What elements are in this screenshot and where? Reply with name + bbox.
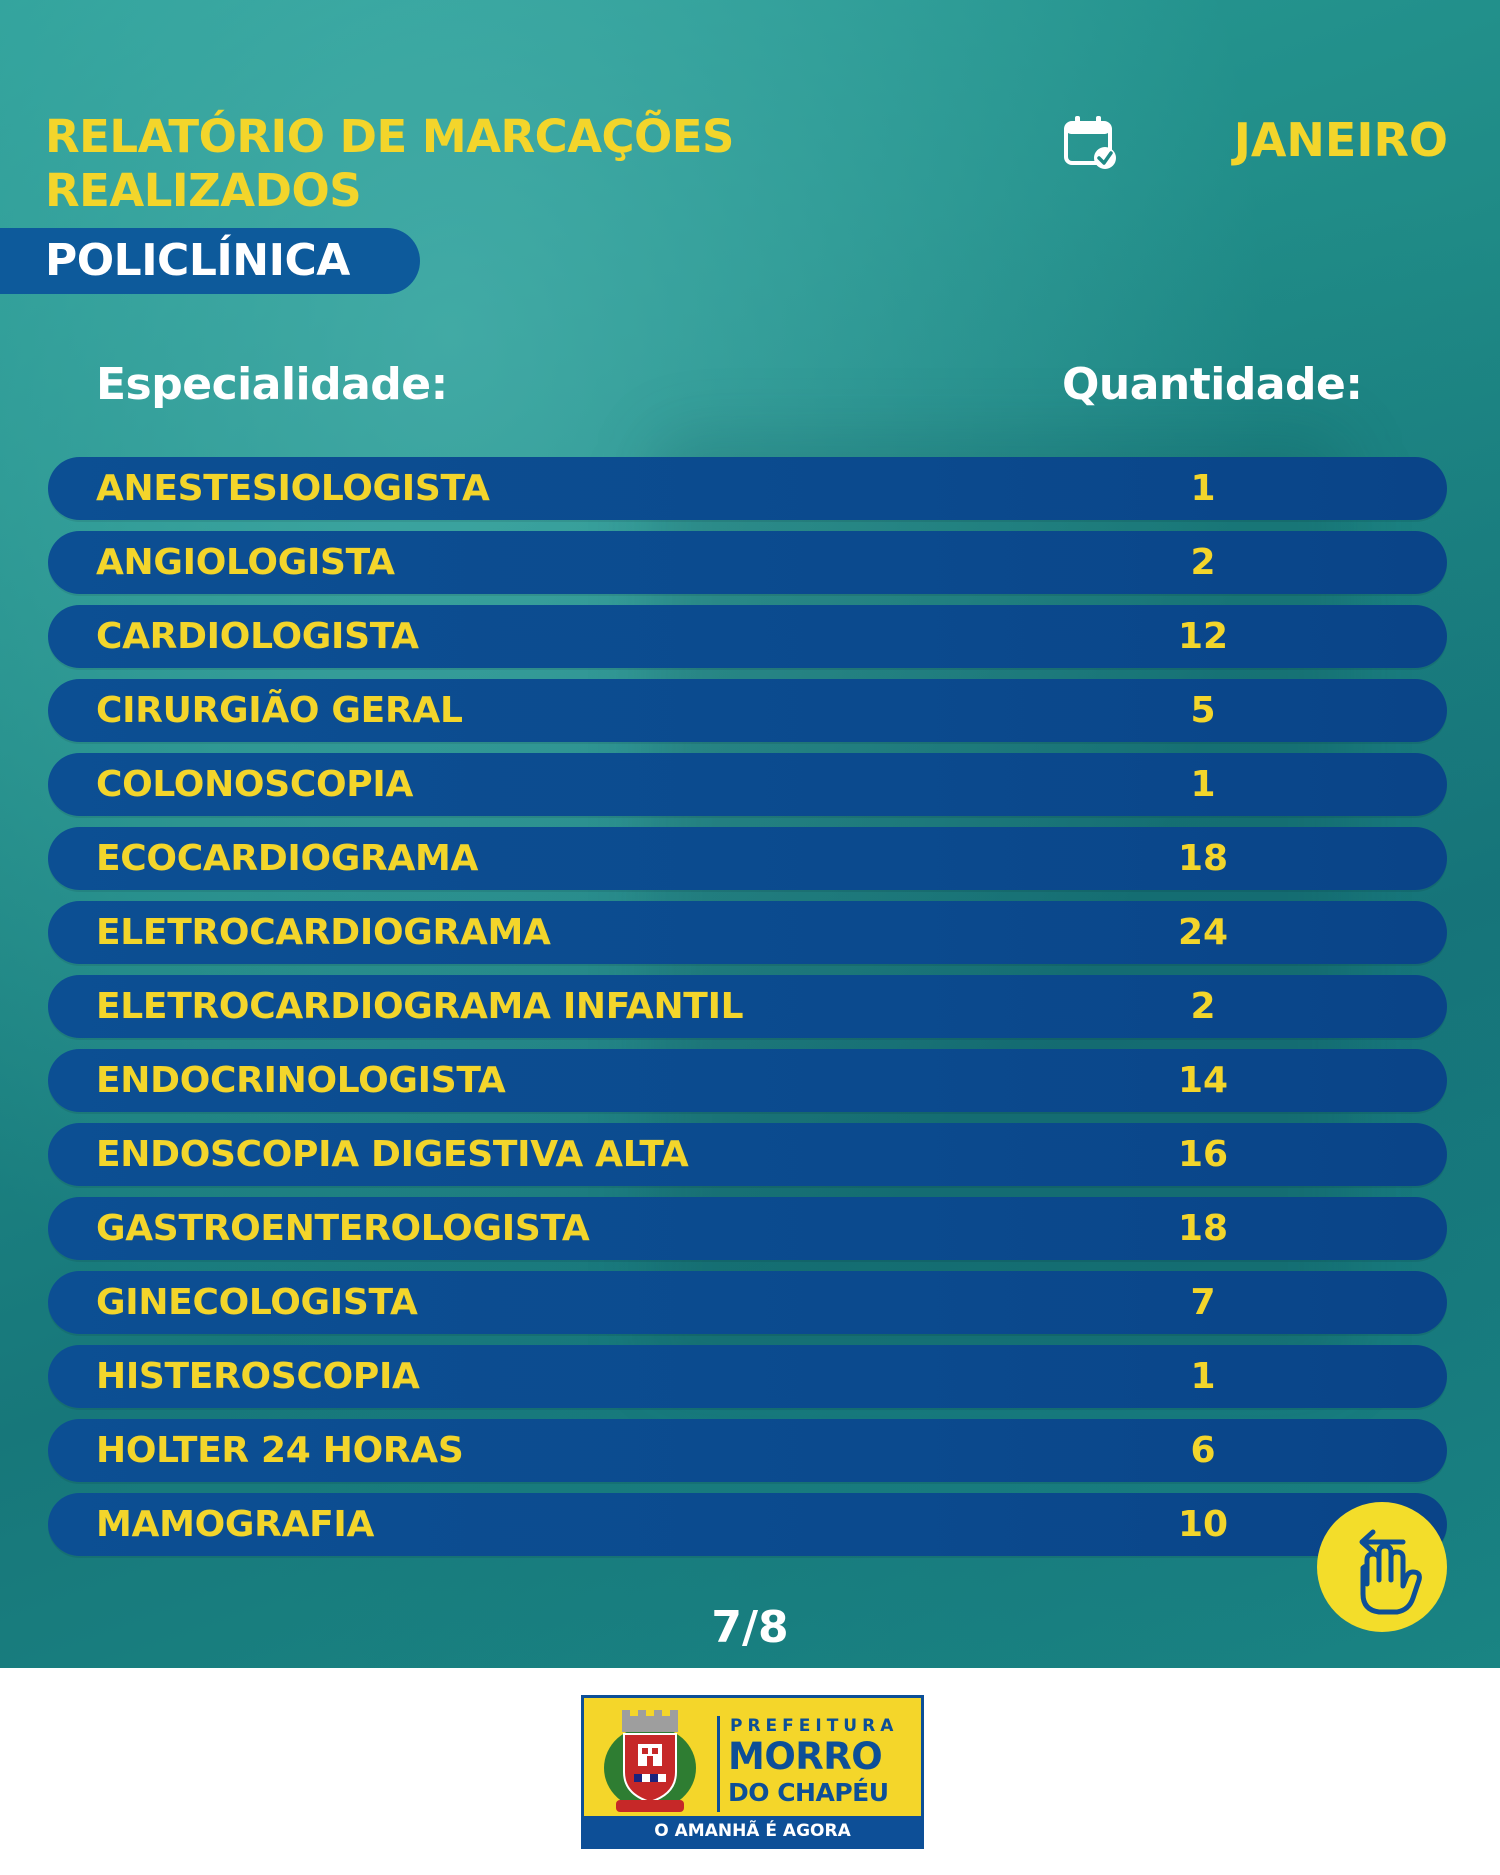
row-specialty: CARDIOLOGISTA (96, 616, 419, 657)
row-specialty: GASTROENTEROLOGISTA (96, 1208, 590, 1249)
row-quantity: 12 (1177, 616, 1229, 657)
row-specialty: GINECOLOGISTA (96, 1282, 418, 1323)
row-quantity: 16 (1177, 1134, 1229, 1175)
row-quantity: 10 (1177, 1504, 1229, 1545)
page-indicator: 7/8 (711, 1602, 789, 1653)
column-header-specialty: Especialidade: (96, 359, 448, 410)
row-specialty: ENDOCRINOLOGISTA (96, 1060, 506, 1101)
row-quantity: 18 (1177, 1208, 1229, 1249)
logo-do-chapeu: DO CHAPÉU (728, 1778, 889, 1807)
table-row: CARDIOLOGISTA 12 (48, 605, 1447, 668)
prefeitura-logo: PREFEITURA MORRO DO CHAPÉU O AMANHÃ É AG… (581, 1695, 924, 1849)
table-row: ELETROCARDIOGRAMA 24 (48, 901, 1447, 964)
title-line-1: RELATÓRIO DE MARCAÇÕES (45, 110, 734, 163)
specialty-list: ANESTESIOLOGISTA 1 ANGIOLOGISTA 2 CARDIO… (48, 457, 1447, 1567)
row-quantity: 1 (1190, 468, 1216, 509)
logo-divider (717, 1716, 720, 1812)
table-row: ANESTESIOLOGISTA 1 (48, 457, 1447, 520)
table-row: ENDOSCOPIA DIGESTIVA ALTA 16 (48, 1123, 1447, 1186)
row-quantity: 5 (1190, 690, 1216, 731)
row-quantity: 1 (1190, 1356, 1216, 1397)
table-row: HOLTER 24 HORAS 6 (48, 1419, 1447, 1482)
swipe-button[interactable] (1317, 1502, 1447, 1632)
row-quantity: 1 (1190, 764, 1216, 805)
row-quantity: 6 (1190, 1430, 1216, 1471)
row-specialty: ELETROCARDIOGRAMA (96, 912, 551, 953)
poster: RELATÓRIO DE MARCAÇÕES REALIZADOS POLICL… (0, 0, 1500, 1668)
column-header-quantity: Quantidade: (1062, 359, 1363, 410)
row-specialty: MAMOGRAFIA (96, 1504, 375, 1545)
row-specialty: ENDOSCOPIA DIGESTIVA ALTA (96, 1134, 689, 1175)
row-specialty: ELETROCARDIOGRAMA INFANTIL (96, 986, 744, 1027)
row-specialty: ECOCARDIOGRAMA (96, 838, 479, 879)
row-specialty: HOLTER 24 HORAS (96, 1430, 464, 1471)
row-specialty: ANESTESIOLOGISTA (96, 468, 490, 509)
calendar-check-icon (1064, 116, 1116, 169)
table-row: ELETROCARDIOGRAMA INFANTIL 2 (48, 975, 1447, 1038)
row-specialty: ANGIOLOGISTA (96, 542, 395, 583)
title-line-2: REALIZADOS (45, 164, 362, 217)
row-quantity: 2 (1190, 986, 1216, 1027)
row-quantity: 14 (1177, 1060, 1229, 1101)
table-row: GASTROENTEROLOGISTA 18 (48, 1197, 1447, 1260)
table-row: ECOCARDIOGRAMA 18 (48, 827, 1447, 890)
row-quantity: 2 (1190, 542, 1216, 583)
month-label: JANEIRO (1233, 113, 1448, 167)
table-row: GINECOLOGISTA 7 (48, 1271, 1447, 1334)
table-row: CIRURGIÃO GERAL 5 (48, 679, 1447, 742)
table-row: ANGIOLOGISTA 2 (48, 531, 1447, 594)
row-specialty: CIRURGIÃO GERAL (96, 690, 463, 731)
logo-prefeitura: PREFEITURA (730, 1716, 899, 1736)
logo-morro: MORRO (728, 1735, 883, 1778)
row-quantity: 7 (1190, 1282, 1216, 1323)
table-row: ENDOCRINOLOGISTA 14 (48, 1049, 1447, 1112)
row-quantity: 18 (1177, 838, 1229, 879)
municipal-crest-icon (604, 1710, 696, 1812)
table-row: MAMOGRAFIA 10 (48, 1493, 1447, 1556)
row-specialty: COLONOSCOPIA (96, 764, 414, 805)
logo-slogan: O AMANHÃ É AGORA (584, 1816, 921, 1846)
page-title: RELATÓRIO DE MARCAÇÕES REALIZADOS (45, 110, 805, 218)
section-tag: POLICLÍNICA (0, 228, 420, 294)
swipe-hand-icon (1359, 1529, 1422, 1615)
table-row: COLONOSCOPIA 1 (48, 753, 1447, 816)
row-specialty: HISTEROSCOPIA (96, 1356, 420, 1397)
row-quantity: 24 (1177, 912, 1229, 953)
table-row: HISTEROSCOPIA 1 (48, 1345, 1447, 1408)
